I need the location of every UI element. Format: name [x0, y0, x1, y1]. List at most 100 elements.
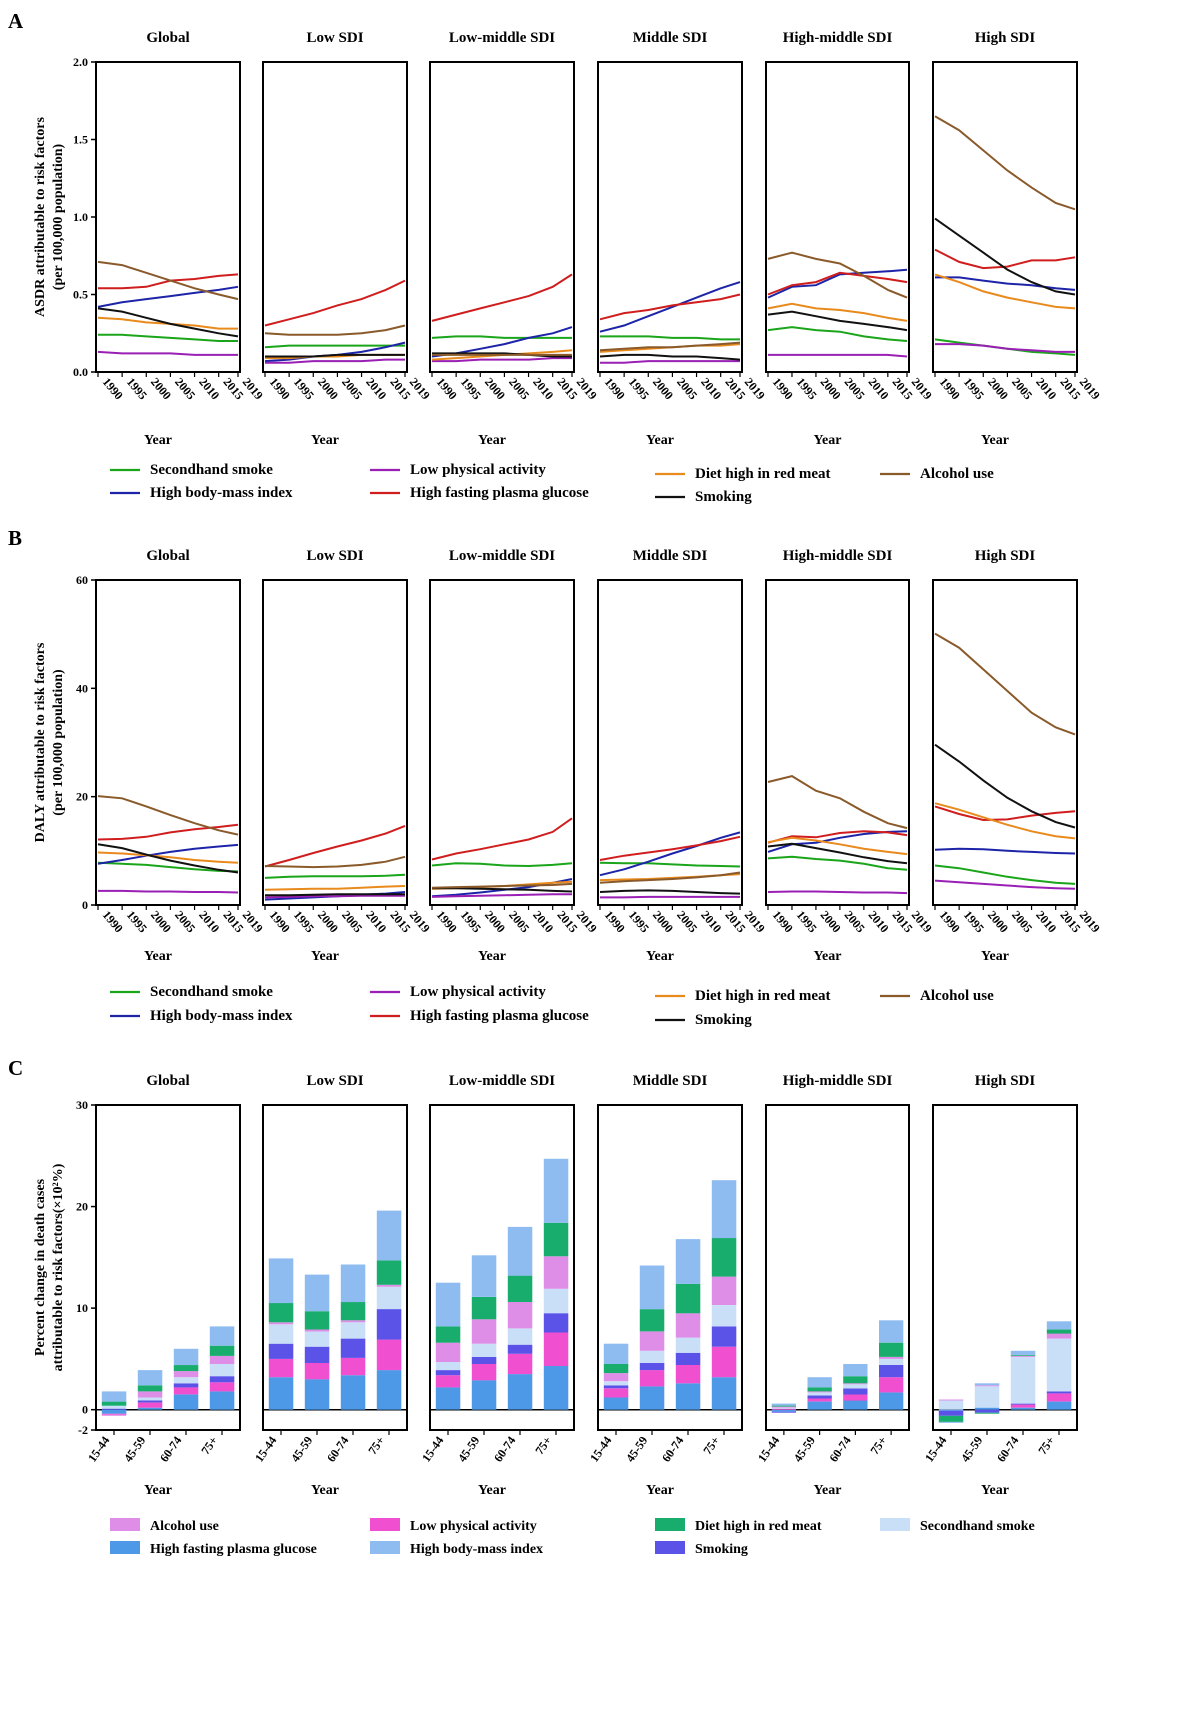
bar-segment-bmi — [304, 1274, 330, 1312]
x-tick-label: 2005 — [842, 908, 868, 935]
x-axis-label: Year — [144, 433, 172, 448]
plot-frame — [262, 1104, 408, 1431]
bar-segment-smk — [639, 1363, 665, 1371]
x-tick-label: 15-44 — [419, 1434, 447, 1465]
x-tick-label: 2000 — [650, 908, 676, 935]
bar-segment-lpa — [340, 1357, 366, 1376]
bar-segment-alc — [209, 1355, 235, 1364]
x-tick-label: 2005 — [172, 908, 198, 935]
bar-segment-bmi — [879, 1320, 904, 1343]
x-tick-label: 2010 — [1033, 375, 1059, 402]
x-tick-label: 2000 — [650, 375, 676, 402]
series-line-fpg — [431, 273, 573, 322]
bar-segment-fpg — [771, 1409, 796, 1412]
bar-segment-ss — [543, 1288, 569, 1314]
region-title: High-middle SDI — [783, 30, 893, 46]
bar-segment-alc — [675, 1313, 701, 1338]
x-tick-label: 1995 — [458, 908, 484, 935]
x-tick-label: 2015 — [1057, 375, 1083, 402]
series-line-fpg — [599, 293, 741, 321]
series-line-smk — [432, 887, 573, 893]
bar-segment-ss — [938, 1400, 964, 1410]
x-tick-label: 1990 — [267, 908, 293, 935]
bar-segment-alc — [340, 1320, 366, 1323]
plot-frame — [765, 61, 910, 373]
bar-segment-smk — [711, 1326, 737, 1347]
bar-segment-red — [807, 1387, 832, 1392]
bar-segment-lpa — [843, 1394, 868, 1401]
plot-frame — [429, 579, 575, 906]
bar-segment-smk — [1010, 1403, 1036, 1405]
x-tick-label: 45-59 — [121, 1434, 149, 1465]
bar-segment-ss — [1010, 1356, 1036, 1404]
plot-frame — [597, 579, 743, 906]
bar-segment-lpa — [101, 1413, 127, 1415]
series-line-alc — [264, 855, 406, 869]
legend-label-red: Diet high in red meat — [695, 466, 831, 482]
series-line-bmi — [935, 276, 1076, 291]
legend-label-alc: Alcohol use — [920, 466, 994, 482]
legend-label-bmi: High body-mass index — [150, 485, 293, 501]
series-line-lpa — [265, 358, 405, 364]
series-line-lpa — [264, 894, 405, 899]
bar-segment-fpg — [173, 1394, 199, 1410]
series-line-alc — [934, 632, 1076, 736]
x-axis-label: Year — [814, 433, 842, 448]
bar-segment-bmi — [137, 1370, 163, 1386]
legend-label-ss: Secondhand smoke — [920, 1519, 1035, 1534]
series-line-ss — [600, 335, 740, 341]
bar-segment-fpg — [879, 1392, 904, 1410]
series-line-bmi — [97, 843, 239, 865]
x-tick-label: 2015 — [387, 908, 413, 935]
y-axis-label-line1: ASDR attributable to risk factors — [33, 117, 48, 317]
x-tick-label: 2010 — [866, 375, 892, 402]
series-line-fpg — [767, 830, 908, 844]
bar-segment-alc — [807, 1391, 832, 1393]
series-line-ss — [264, 873, 406, 879]
x-axis-label: Year — [981, 1483, 1009, 1498]
bar-segment-lpa — [435, 1375, 461, 1388]
bar-segment-smk — [603, 1385, 629, 1389]
bar-segment-smk — [268, 1343, 294, 1359]
x-axis-label: Year — [646, 949, 674, 964]
series-line-alc — [767, 775, 908, 830]
legend-label-ss: Secondhand smoke — [150, 462, 273, 478]
y-axis-label-line1: DALY attributable to risk factors — [33, 642, 48, 842]
bar-segment-fpg — [603, 1397, 629, 1410]
bar-segment-red — [879, 1342, 904, 1357]
y-axis-label: ASDR attributable to risk factors (per 10… — [33, 117, 66, 317]
bar-segment-ss — [974, 1386, 1000, 1408]
series-line-ss — [767, 855, 908, 871]
series-line-alc — [934, 115, 1076, 211]
bar-segment-bmi — [807, 1377, 832, 1388]
bar-segment-ss — [101, 1405, 127, 1409]
x-tick-label: 2000 — [148, 908, 174, 935]
plot-frame — [932, 1104, 1078, 1431]
y-axis-label-line2: attributable to risk factors(×10²%) — [51, 1163, 66, 1371]
bar-segment-ss — [843, 1384, 868, 1389]
y-axis-label-line1: Percent change in death cases — [33, 1178, 48, 1356]
x-axis-label: Year — [311, 433, 339, 448]
bar-segment-alc — [603, 1373, 629, 1382]
plot-frame — [765, 1104, 910, 1431]
series-line-bmi — [767, 268, 908, 299]
bar-segment-bmi — [675, 1239, 701, 1284]
bar-segment-bmi — [209, 1326, 235, 1346]
panel-label-C: C — [8, 1056, 23, 1080]
series-line-ss — [98, 333, 238, 342]
y-tick-label: 2.0 — [73, 55, 88, 69]
bar-segment-alc — [101, 1414, 127, 1416]
plot-frame — [429, 1104, 575, 1431]
bar-segment-smk — [879, 1365, 904, 1378]
series-line-lpa — [768, 353, 908, 358]
x-tick-label: 2015 — [220, 908, 246, 935]
bar-segment-smk — [974, 1409, 1000, 1413]
x-tick-label: 15-44 — [587, 1434, 615, 1465]
x-tick-label: 2010 — [530, 908, 556, 935]
bar-segment-lpa — [137, 1402, 163, 1408]
bar-segment-smk — [807, 1395, 832, 1399]
x-tick-label: 2005 — [339, 908, 365, 935]
series-line-fpg — [98, 273, 239, 290]
y-tick-label: 0.0 — [73, 365, 88, 379]
legend-label-alc: Alcohol use — [150, 1519, 219, 1534]
